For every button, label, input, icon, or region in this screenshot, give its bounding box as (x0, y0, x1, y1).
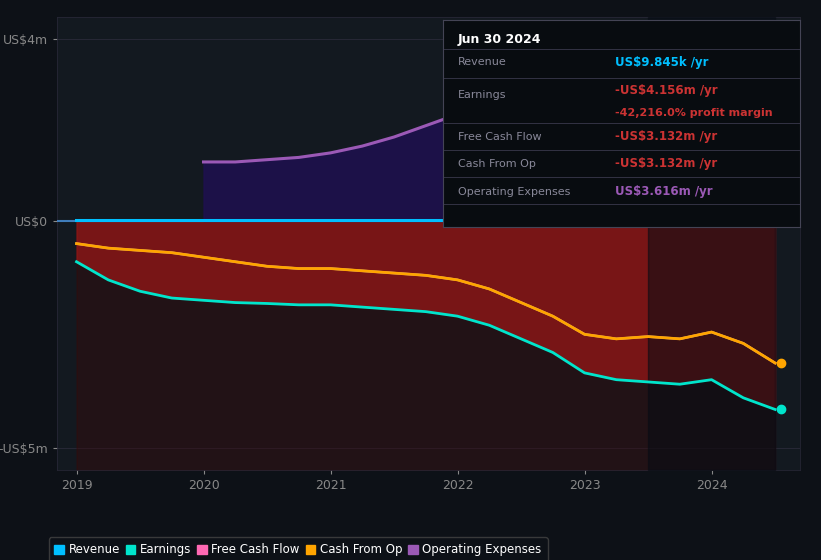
Text: Cash From Op: Cash From Op (457, 158, 535, 169)
Text: US$3.616m /yr: US$3.616m /yr (615, 185, 713, 198)
Text: US$9.845k /yr: US$9.845k /yr (615, 55, 709, 68)
Text: -US$3.132m /yr: -US$3.132m /yr (615, 130, 717, 143)
Text: Revenue: Revenue (457, 57, 507, 67)
Text: Operating Expenses: Operating Expenses (457, 186, 570, 197)
Text: Jun 30 2024: Jun 30 2024 (457, 33, 541, 46)
Text: Free Cash Flow: Free Cash Flow (457, 132, 541, 142)
Text: -US$4.156m /yr: -US$4.156m /yr (615, 83, 718, 96)
Legend: Revenue, Earnings, Free Cash Flow, Cash From Op, Operating Expenses: Revenue, Earnings, Free Cash Flow, Cash … (48, 537, 548, 560)
Text: -US$3.132m /yr: -US$3.132m /yr (615, 157, 717, 170)
Text: Earnings: Earnings (457, 90, 506, 100)
Text: -42,216.0% profit margin: -42,216.0% profit margin (615, 108, 773, 118)
